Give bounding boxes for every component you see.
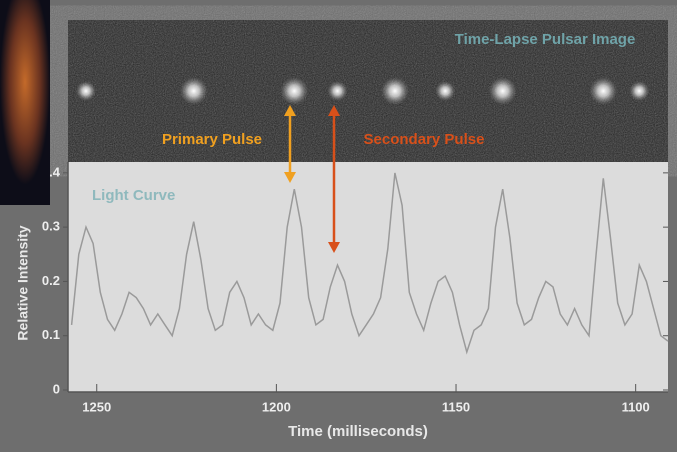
x-tick-label: 1100 bbox=[622, 399, 650, 414]
pulse-blob bbox=[327, 81, 348, 101]
y-tick-label: 0 bbox=[53, 381, 60, 396]
light-curve bbox=[70, 172, 669, 355]
x-tick-label: 1200 bbox=[262, 399, 291, 414]
nebula-image bbox=[0, 0, 50, 205]
primary-label: Primary Pulse bbox=[162, 131, 262, 148]
plot-area bbox=[68, 162, 668, 392]
pulse-blob bbox=[488, 77, 517, 105]
pulse-blob bbox=[280, 77, 309, 105]
curve-label: Light Curve bbox=[92, 187, 175, 204]
pulse-blob bbox=[380, 77, 409, 105]
pulse-blob bbox=[629, 81, 650, 101]
pulse-blob bbox=[179, 77, 208, 105]
y-axis-label: Relative Intensity bbox=[15, 225, 31, 340]
arrows bbox=[284, 105, 340, 253]
y-tick-label: 0.2 bbox=[42, 273, 60, 288]
pulse-blob bbox=[75, 81, 96, 101]
y-tick-label: 0.3 bbox=[42, 219, 60, 234]
pulse-blob bbox=[435, 81, 456, 101]
secondary-label: Secondary Pulse bbox=[364, 131, 485, 148]
pulsar-noise bbox=[68, 20, 668, 162]
y-tick-label: 0.1 bbox=[42, 327, 60, 342]
pulse-blob bbox=[589, 77, 618, 105]
x-tick-label: 1250 bbox=[82, 399, 111, 414]
x-tick-label: 1150 bbox=[442, 399, 470, 414]
x-axis-label: Time (milliseconds) bbox=[288, 423, 428, 440]
image-title: Time-Lapse Pulsar Image bbox=[455, 31, 636, 48]
